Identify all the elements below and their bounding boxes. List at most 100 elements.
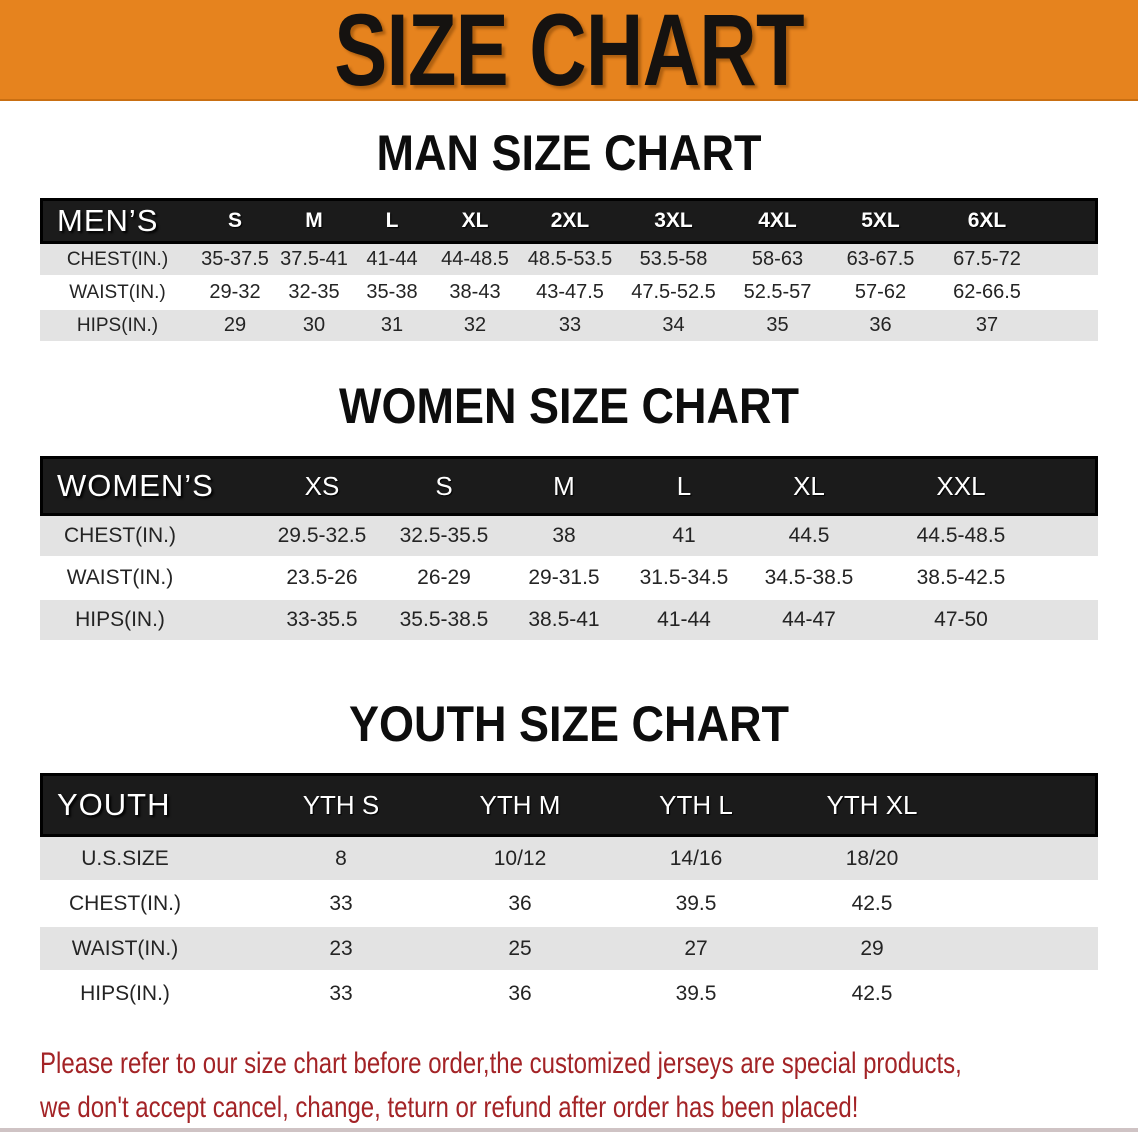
value-cell: 44-48.5 bbox=[431, 244, 519, 277]
column-header-cell: M bbox=[504, 456, 624, 516]
filler-cell bbox=[960, 882, 1098, 927]
youth-header-label: YOUTH bbox=[40, 773, 250, 837]
value-cell: 38-43 bbox=[431, 277, 519, 310]
value-cell: 37.5-41 bbox=[275, 244, 353, 277]
value-cell: 38 bbox=[504, 516, 624, 558]
value-cell: 57-62 bbox=[829, 277, 932, 310]
value-cell: 35-37.5 bbox=[195, 244, 275, 277]
value-cell: 30 bbox=[275, 310, 353, 343]
value-cell: 32.5-35.5 bbox=[384, 516, 504, 558]
table-row-us-size: U.S.SIZE 8 10/12 14/16 18/20 bbox=[40, 837, 1098, 882]
value-cell: 34 bbox=[621, 310, 726, 343]
value-cell: 29-31.5 bbox=[504, 558, 624, 600]
value-cell: 44-47 bbox=[744, 600, 874, 642]
value-cell: 44.5-48.5 bbox=[874, 516, 1048, 558]
column-header-cell: YTH L bbox=[608, 773, 784, 837]
filler-cell bbox=[1048, 600, 1098, 642]
filler-cell bbox=[1042, 277, 1098, 310]
value-cell: 43-47.5 bbox=[519, 277, 621, 310]
row-label-cell: HIPS(IN.) bbox=[40, 600, 260, 642]
value-cell: 62-66.5 bbox=[932, 277, 1042, 310]
womens-header-row: WOMEN’S XS S M L XL XXL bbox=[40, 456, 1098, 516]
filler-cell bbox=[1048, 558, 1098, 600]
table-row-hips: HIPS(IN.) 29 30 31 32 33 34 35 36 37 bbox=[40, 310, 1098, 343]
value-cell: 58-63 bbox=[726, 244, 829, 277]
table-row-waist: WAIST(IN.) 23 25 27 29 bbox=[40, 927, 1098, 972]
column-header-cell: 2XL bbox=[519, 198, 621, 244]
value-cell: 44.5 bbox=[744, 516, 874, 558]
value-cell: 37 bbox=[932, 310, 1042, 343]
disclaimer-line-1: Please refer to our size chart before or… bbox=[40, 1047, 962, 1080]
column-header-cell: XS bbox=[260, 456, 384, 516]
column-header-cell: YTH S bbox=[250, 773, 432, 837]
value-cell: 32-35 bbox=[275, 277, 353, 310]
filler-cell bbox=[1042, 244, 1098, 277]
column-header-cell: XL bbox=[431, 198, 519, 244]
column-header-cell: S bbox=[384, 456, 504, 516]
youth-section-heading: YOUTH SIZE CHART bbox=[348, 696, 790, 752]
value-cell: 35 bbox=[726, 310, 829, 343]
value-cell: 47.5-52.5 bbox=[621, 277, 726, 310]
column-header-cell: YTH XL bbox=[784, 773, 960, 837]
filler-cell bbox=[960, 927, 1098, 972]
value-cell: 53.5-58 bbox=[621, 244, 726, 277]
value-cell: 39.5 bbox=[608, 972, 784, 1017]
value-cell: 33 bbox=[519, 310, 621, 343]
filler-cell bbox=[960, 837, 1098, 882]
value-cell: 41-44 bbox=[353, 244, 431, 277]
value-cell: 18/20 bbox=[784, 837, 960, 882]
value-cell: 27 bbox=[608, 927, 784, 972]
column-header-cell: L bbox=[624, 456, 744, 516]
value-cell: 31 bbox=[353, 310, 431, 343]
table-row-hips: HIPS(IN.) 33-35.5 35.5-38.5 38.5-41 41-4… bbox=[40, 600, 1098, 642]
disclaimer-text: Please refer to our size chart before or… bbox=[40, 1042, 962, 1128]
value-cell: 36 bbox=[432, 972, 608, 1017]
value-cell: 47-50 bbox=[874, 600, 1048, 642]
table-row-chest: CHEST(IN.) 29.5-32.5 32.5-35.5 38 41 44.… bbox=[40, 516, 1098, 558]
table-row-hips: HIPS(IN.) 33 36 39.5 42.5 bbox=[40, 972, 1098, 1017]
value-cell: 38.5-41 bbox=[504, 600, 624, 642]
column-header-cell: 4XL bbox=[726, 198, 829, 244]
value-cell: 42.5 bbox=[784, 972, 960, 1017]
table-row-waist: WAIST(IN.) 29-32 32-35 35-38 38-43 43-47… bbox=[40, 277, 1098, 310]
row-label-cell: WAIST(IN.) bbox=[40, 558, 260, 600]
youth-header-row: YOUTH YTH S YTH M YTH L YTH XL bbox=[40, 773, 1098, 837]
mens-section-heading: MAN SIZE CHART bbox=[376, 125, 762, 181]
row-label-cell: CHEST(IN.) bbox=[40, 244, 195, 277]
filler-cell bbox=[1042, 310, 1098, 343]
filler-cell bbox=[960, 972, 1098, 1017]
value-cell: 29-32 bbox=[195, 277, 275, 310]
value-cell: 33 bbox=[250, 882, 432, 927]
column-header-cell: L bbox=[353, 198, 431, 244]
column-header-cell: 5XL bbox=[829, 198, 932, 244]
value-cell: 23 bbox=[250, 927, 432, 972]
value-cell: 26-29 bbox=[384, 558, 504, 600]
value-cell: 63-67.5 bbox=[829, 244, 932, 277]
value-cell: 52.5-57 bbox=[726, 277, 829, 310]
value-cell: 33-35.5 bbox=[260, 600, 384, 642]
column-header-cell: XXL bbox=[874, 456, 1048, 516]
row-label-cell: CHEST(IN.) bbox=[40, 882, 250, 927]
value-cell: 10/12 bbox=[432, 837, 608, 882]
column-header-cell: 3XL bbox=[621, 198, 726, 244]
value-cell: 36 bbox=[829, 310, 932, 343]
value-cell: 33 bbox=[250, 972, 432, 1017]
value-cell: 41 bbox=[624, 516, 744, 558]
value-cell: 35.5-38.5 bbox=[384, 600, 504, 642]
value-cell: 38.5-42.5 bbox=[874, 558, 1048, 600]
filler-cell bbox=[1048, 516, 1098, 558]
column-header-cell: XL bbox=[744, 456, 874, 516]
youth-size-table: YOUTH YTH S YTH M YTH L YTH XL U.S.SIZE … bbox=[40, 773, 1098, 1017]
value-cell: 36 bbox=[432, 882, 608, 927]
banner-title: SIZE CHART bbox=[334, 0, 804, 107]
value-cell: 8 bbox=[250, 837, 432, 882]
filler-header-cell bbox=[960, 773, 1098, 837]
mens-header-row: MEN’S S M L XL 2XL 3XL 4XL 5XL 6XL bbox=[40, 198, 1098, 244]
value-cell: 14/16 bbox=[608, 837, 784, 882]
value-cell: 41-44 bbox=[624, 600, 744, 642]
row-label-cell: HIPS(IN.) bbox=[40, 310, 195, 343]
table-row-chest: CHEST(IN.) 33 36 39.5 42.5 bbox=[40, 882, 1098, 927]
row-label-cell: WAIST(IN.) bbox=[40, 927, 250, 972]
mens-header-label: MEN’S bbox=[40, 198, 195, 244]
